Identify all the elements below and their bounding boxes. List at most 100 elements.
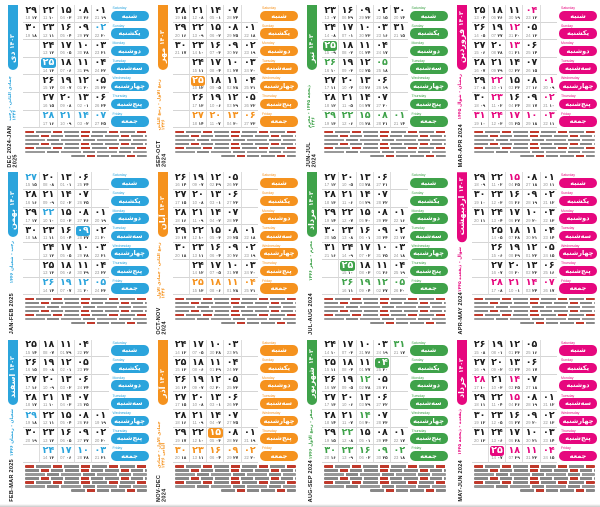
- gregorian-sub-date: 05: [359, 120, 364, 126]
- date-subline: ۰۷ 09: [192, 385, 203, 391]
- gregorian-sub-date: 21: [543, 199, 548, 205]
- gregorian-sub-date: 19: [324, 120, 330, 126]
- gregorian-sub-date: 16: [175, 384, 180, 390]
- date-cell: ۲۴ ۰۴ 13: [487, 207, 506, 226]
- footnote-line: [25, 142, 147, 145]
- weekday-name-en: Tuesday: [112, 226, 126, 231]
- date-cell: ۱۶ ۲۶ 05: [505, 189, 523, 208]
- month-ribbon: اسفند ۱۴۰۳: [8, 339, 18, 405]
- lunar-sub-date: ۰۵: [66, 437, 72, 443]
- gregorian-sub-date: 06: [209, 32, 215, 38]
- weekday-row: Wednesday چهارشنبه ۰۴ ۲۱ 25 ۱۱ ۲۸ 02 ۱۸ ۰۵ 09 ۲۵ ۱۲ 1…: [172, 75, 298, 93]
- date-subline: ۱۱ 12: [43, 33, 54, 39]
- date-number: ۱۵: [209, 22, 222, 34]
- lunar-sub-date: ۱۶: [330, 252, 336, 258]
- lunar-sub-date: ۱۶: [532, 85, 538, 91]
- gregorian-sub-date: 02: [359, 67, 364, 73]
- gregorian-sub-date: 02: [525, 270, 531, 276]
- weekday-name-en: Sunday: [112, 358, 125, 363]
- lunar-sub-date: ۰۴: [66, 32, 72, 38]
- lunar-sub-date: ۰۴: [215, 67, 221, 73]
- holiday-date-number: ۱۵: [358, 110, 371, 122]
- gregorian-sub-date: 09: [42, 199, 48, 205]
- date-cell: ۰۷ ۲۵ 25: [73, 392, 92, 411]
- gregorian-sub-date: 06: [491, 15, 496, 20]
- lunar-sub-date: ۱۴: [549, 235, 555, 241]
- gregorian-sub-date: 26: [393, 287, 399, 293]
- lunar-sub-date: ۱۱: [549, 120, 555, 126]
- date-cell: ۲۸ ۱۴ 18: [322, 410, 339, 428]
- gregorian-sub-date: 12: [42, 252, 48, 258]
- date-subline: ۲۹ 07: [509, 456, 520, 461]
- gregorian-sub-date: 11: [341, 420, 347, 426]
- gregorian-sub-date: 26: [543, 287, 548, 293]
- date-number: ۰۸: [525, 391, 538, 403]
- date-number: ۱۷: [209, 57, 222, 69]
- date-cell: ۰۹ ۲۶ 30: [223, 242, 241, 261]
- weekday-name-en: Thursday: [262, 94, 277, 99]
- date-subline: ۲۱ 30: [526, 236, 537, 241]
- date-cell: ۰۱ ۱۹ 21: [91, 5, 109, 23]
- month-ribbon: تیر ۱۴۰۳: [307, 5, 317, 70]
- footnote-line: [25, 465, 147, 468]
- lunar-sub-date: ۱۲: [549, 402, 555, 408]
- weekday-name-en: Sunday: [112, 191, 125, 196]
- lunar-sub-date: ۰۹: [330, 50, 336, 56]
- date-cell: ۱۹ ۰۳ 09: [338, 57, 356, 76]
- gregorian-sub-date: 11: [491, 402, 496, 408]
- date-cell: ۰۱ ۱۹ 20: [91, 207, 109, 226]
- lunar-sub-date: ۰۸: [48, 367, 55, 373]
- date-subline: ۰۵ 05: [60, 253, 71, 259]
- weekday-name-en: Friday: [411, 446, 422, 451]
- holiday-date-number: ۲۳: [192, 444, 204, 456]
- weekday-name-en: Tuesday: [411, 58, 425, 63]
- lunar-sub-date: ۱۵: [330, 437, 336, 443]
- weekday-cell: Wednesday چهارشنبه: [557, 75, 597, 93]
- gregorian-sub-date: 24: [77, 384, 83, 390]
- date-cell: ۱۲ ۲۲ 01: [522, 242, 540, 261]
- weekday-cell: Saturday شنبه: [557, 340, 597, 358]
- date-cell: ۱۶ ۰۴ 06: [206, 445, 224, 463]
- date-number: ۲۴: [174, 339, 187, 351]
- month-ribbon: آبان ۱۴۰۳: [157, 172, 168, 238]
- date-cell: ۱۴ ۲۴ 03: [522, 277, 540, 296]
- date-number: ۱۳: [59, 172, 72, 183]
- lunar-sub-date: ۲۷: [514, 217, 520, 223]
- date-number: ۱۴: [59, 189, 72, 201]
- footnote-line: [174, 146, 296, 149]
- weekday-name-en: Wednesday: [112, 243, 131, 248]
- gregorian-sub-date: 22: [244, 32, 249, 38]
- gregorian-sub-date: 21: [543, 102, 548, 108]
- weekday-name-en: Sunday: [561, 358, 573, 363]
- date-subline: ۰۹ 18: [474, 183, 485, 188]
- date-cell: ۰۶ ۲۱ 27: [372, 172, 391, 190]
- date-cell: ۱۸ ۲۶ 06: [487, 5, 506, 23]
- date-cell: ۲۵ ۱۱ 15: [322, 357, 339, 375]
- gregorian-sub-date: 19: [474, 199, 479, 205]
- gregorian-sub-date: 23: [543, 437, 548, 443]
- date-number: ۲۶: [174, 172, 187, 183]
- date-subline: ۱۰ 11: [43, 403, 54, 408]
- lunar-sub-date: ۲۱: [382, 384, 388, 390]
- date-cell: ۲۰ ۰۵ 10: [338, 172, 356, 190]
- weekday-pill: شنبه: [409, 177, 448, 189]
- date-subline: ۲۰ 29: [526, 421, 537, 426]
- footnote-line: [370, 321, 446, 325]
- weekday-name-en: Tuesday: [262, 393, 276, 398]
- holiday-date-number: ۰۳: [94, 444, 107, 456]
- gregorian-sub-date: 19: [175, 15, 180, 20]
- gregorian-sub-date: 06: [508, 217, 514, 223]
- lunar-sub-date: ۱۷: [181, 235, 187, 241]
- holiday-date-number: ۲۸: [473, 374, 486, 386]
- weekday-name-en: Monday: [262, 208, 275, 213]
- lunar-sub-date: ۱۷: [532, 102, 538, 108]
- date-subline: ۲۳ 01: [509, 350, 520, 356]
- gregorian-sub-date: 24: [543, 455, 548, 461]
- month-name: شهریور: [307, 366, 316, 398]
- date-number: ۱۰: [226, 259, 239, 271]
- date-cell: ۱۷ ۰۵ 07: [206, 260, 224, 278]
- footnote-line: [174, 465, 296, 468]
- date-cell: ۰۲ ۱۲ 21: [539, 189, 557, 208]
- weekday-cell: Sunday یکشنبه: [109, 23, 149, 41]
- weekday-name-en: Wednesday: [561, 76, 580, 81]
